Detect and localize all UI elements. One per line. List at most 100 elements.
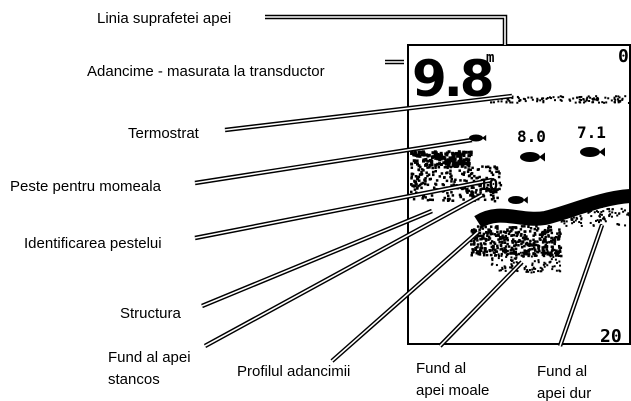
sonar-dot <box>530 271 532 273</box>
label: apei dur <box>537 385 591 401</box>
sonar-dot <box>416 155 419 158</box>
sonar-dot <box>604 97 606 99</box>
sonar-dot <box>582 98 584 100</box>
sonar-dot <box>533 244 536 247</box>
sonar-dot <box>446 192 449 195</box>
depth-unit: m <box>486 50 494 66</box>
sonar-dot <box>596 210 598 212</box>
fish <box>520 152 540 162</box>
sonar-dot <box>495 235 498 238</box>
sonar-dot <box>544 232 547 235</box>
sonar-dot <box>538 245 541 248</box>
sonar-dot <box>575 219 577 221</box>
sonar-dot <box>525 237 528 240</box>
sonar-dot <box>547 230 550 233</box>
sonar-dot <box>619 96 621 98</box>
sonar-dot <box>493 101 495 103</box>
sonar-dot <box>615 95 617 97</box>
sonar-dot <box>557 96 559 98</box>
sonar-dot <box>531 97 533 99</box>
sonar-dot <box>462 173 465 176</box>
sonar-dot <box>509 230 512 233</box>
sonar-dot <box>531 256 533 258</box>
sonar-dot <box>584 100 586 102</box>
label: Termostrat <box>128 125 200 142</box>
sonar-dot <box>450 175 453 178</box>
sonar-dot <box>517 96 519 98</box>
sonar-dot <box>483 233 486 236</box>
fish-depth: 10 <box>479 175 498 194</box>
sonar-dot <box>540 267 542 269</box>
sonar-dot <box>538 261 540 263</box>
sonar-dot <box>592 98 594 100</box>
label: Peste pentru momeala <box>10 178 162 195</box>
sonar-dot <box>491 257 493 259</box>
sonar-dot <box>628 214 630 216</box>
sonar-dot <box>553 249 556 252</box>
sonar-dot <box>491 263 493 265</box>
sonar-dot <box>498 182 501 185</box>
sonar-dot <box>423 179 426 182</box>
sonar-dot <box>439 175 442 178</box>
sonar-dot <box>457 153 460 156</box>
sonar-dot <box>524 98 526 100</box>
sonar-dot <box>539 270 541 272</box>
sonar-dot <box>486 232 489 235</box>
sonar-dot <box>424 158 427 161</box>
sonar-dot <box>487 228 490 231</box>
sonar-dot <box>565 225 567 227</box>
sonar-dot <box>532 99 534 101</box>
sonar-dot <box>590 215 592 217</box>
sonar-dot <box>424 182 427 185</box>
sonar-dot <box>525 100 527 102</box>
sonar-dot <box>533 253 535 255</box>
sonar-dot <box>440 163 443 166</box>
sonar-dot <box>483 195 486 198</box>
sonar-dot <box>553 243 556 246</box>
sonar-dot <box>608 210 610 212</box>
sonar-dot <box>520 228 523 231</box>
sonar-dot <box>618 212 620 214</box>
sonar-dot <box>443 197 446 200</box>
sonar-dot <box>494 254 497 257</box>
sonar-dot <box>605 101 607 103</box>
sonar-dot <box>543 240 546 243</box>
sonar-dot <box>529 248 532 251</box>
sonar-dot <box>477 250 480 253</box>
sonar-dot <box>555 254 557 256</box>
sonar-dot <box>420 171 423 174</box>
sonar-dot <box>552 266 554 268</box>
sonar-dot <box>542 269 544 271</box>
sonar-dot <box>550 261 552 263</box>
sonar-dot <box>515 248 518 251</box>
sonar-dot <box>412 173 415 176</box>
sonar-dot <box>498 241 501 244</box>
sonar-dot <box>509 226 512 229</box>
sonar-dot <box>519 99 521 101</box>
sonar-dot <box>598 221 600 223</box>
sonar-dot <box>496 197 499 200</box>
label: Adancime - masurata la transductor <box>87 63 325 80</box>
sonar-dot <box>474 191 477 194</box>
sonar-dot <box>531 269 533 271</box>
sonar-dot <box>416 163 419 166</box>
sonar-dot <box>509 266 511 268</box>
sonar-dot <box>453 158 456 161</box>
sonar-dot <box>430 160 433 163</box>
sonar-dot <box>579 99 581 101</box>
sonar-dot <box>536 251 538 253</box>
sonar-dot <box>537 248 540 251</box>
sonar-dot <box>530 227 533 230</box>
sonar-dot <box>491 254 493 256</box>
sonar-dot <box>608 215 610 217</box>
sonar-dot <box>434 183 437 186</box>
sonar-dot <box>443 176 446 179</box>
sonar-dot <box>600 220 602 222</box>
sonar-dot <box>458 150 461 153</box>
sonar-dot <box>602 210 604 212</box>
sonar-dot <box>588 100 590 102</box>
sonar-dot <box>550 237 553 240</box>
sonar-dot <box>434 164 437 167</box>
sonar-dot <box>575 102 577 104</box>
sonar-dot <box>624 95 626 97</box>
